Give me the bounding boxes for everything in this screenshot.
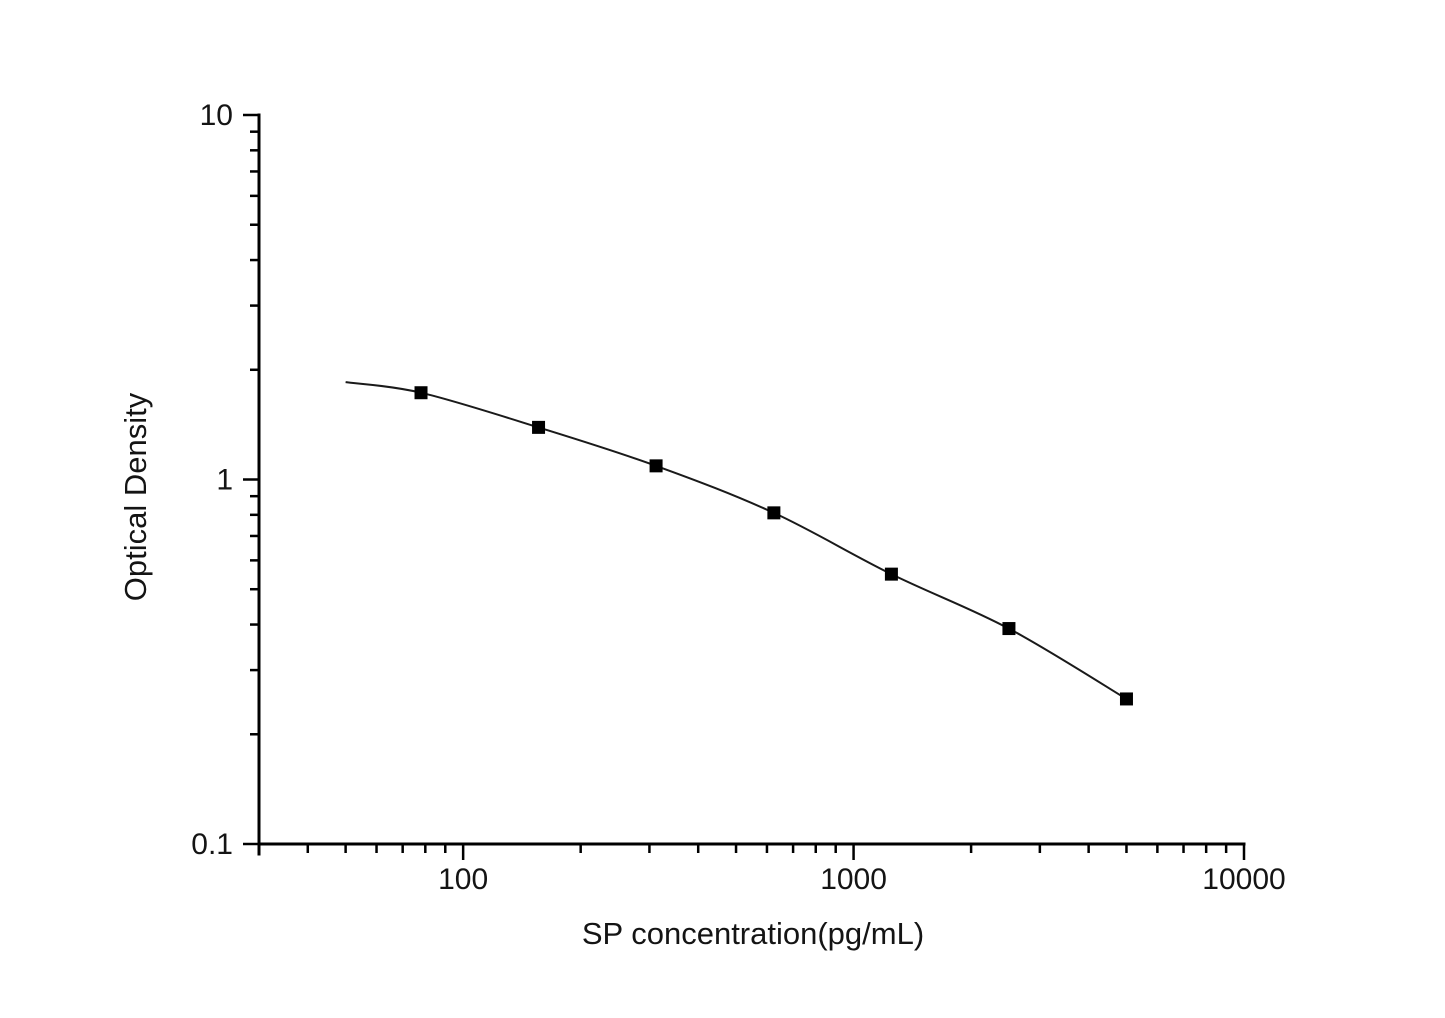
data-point-marker (767, 506, 781, 520)
data-point-marker (414, 386, 428, 400)
y-tick-label: 10 (200, 99, 233, 132)
data-point-marker (1002, 622, 1016, 636)
data-point-marker (1119, 692, 1133, 706)
data-series (345, 381, 1133, 706)
data-point-marker (649, 459, 663, 473)
axis-ticks (243, 113, 1246, 860)
data-point-marker (532, 420, 546, 434)
y-axis-title: Optical Density (118, 392, 153, 601)
y-tick-label: 0.1 (191, 828, 233, 861)
x-axis-title: SP concentration(pg/mL) (582, 916, 924, 951)
data-point-marker (884, 567, 898, 581)
x-tick-label: 100 (438, 863, 488, 896)
tick-labels: 100 1000 10000 10 1 0.1 (191, 99, 1285, 896)
fit-curve (345, 381, 1128, 700)
x-tick-label: 1000 (820, 863, 887, 896)
x-tick-label: 10000 (1202, 863, 1285, 896)
axis-lines (257, 113, 1246, 856)
y-tick-label: 1 (216, 464, 233, 497)
